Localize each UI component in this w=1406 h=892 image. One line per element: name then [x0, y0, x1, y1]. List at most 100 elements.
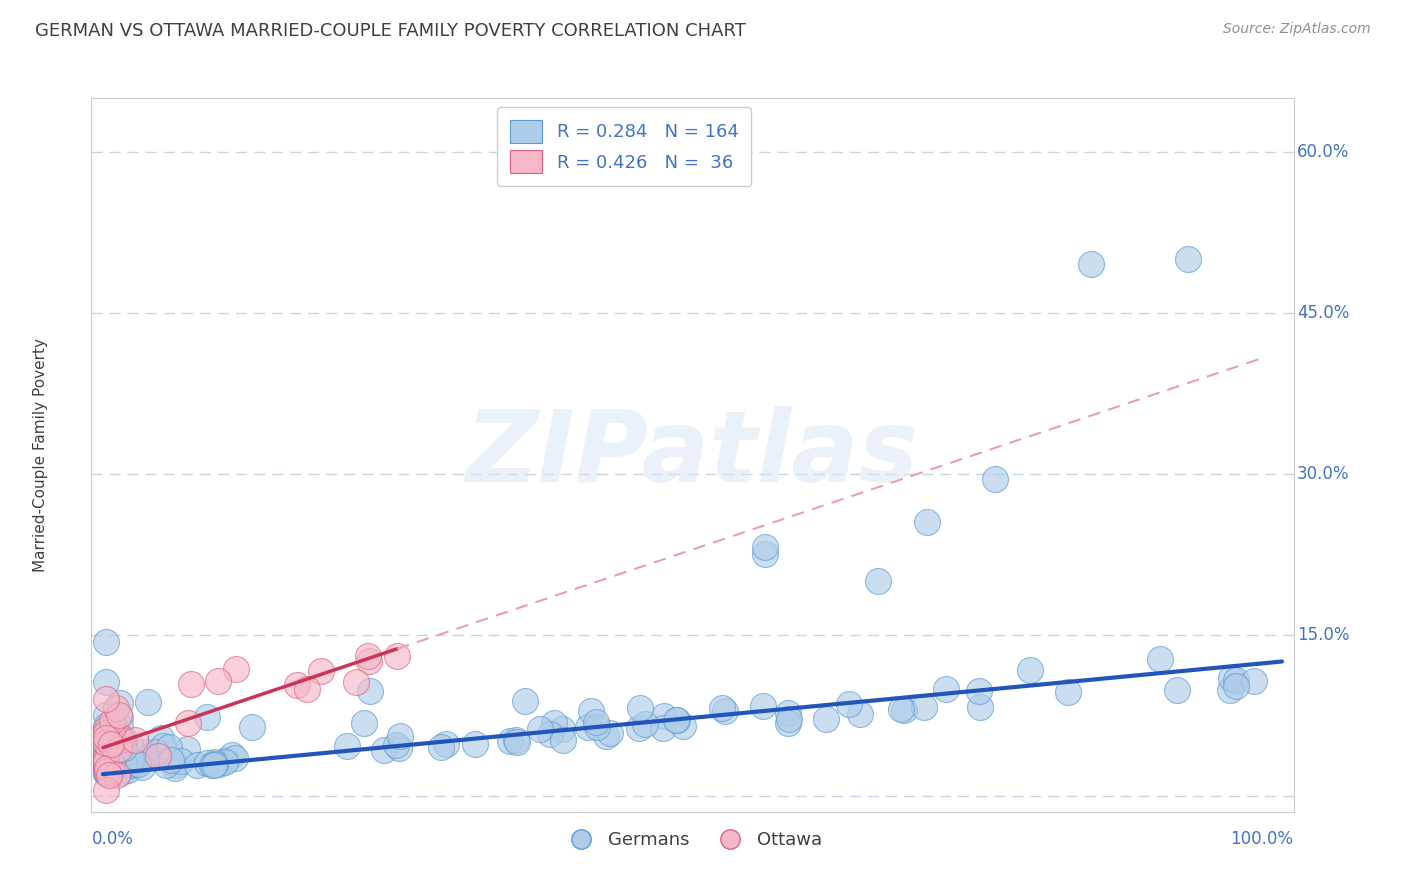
Point	[353, 715, 375, 730]
Point	[104, 718, 127, 732]
Point	[96, 761, 118, 775]
Point	[776, 706, 799, 721]
Point	[373, 743, 395, 757]
Point	[100, 751, 122, 765]
Point	[208, 757, 231, 772]
Point	[96, 764, 118, 779]
Point	[96, 756, 118, 770]
Point	[177, 715, 200, 730]
Point	[118, 737, 141, 751]
Point	[434, 737, 457, 751]
Point	[664, 713, 686, 727]
Point	[96, 762, 118, 776]
Point	[105, 768, 128, 782]
Point	[543, 715, 565, 730]
Point	[585, 720, 607, 734]
Point	[336, 739, 359, 753]
Point	[359, 684, 381, 698]
Point	[1080, 257, 1102, 271]
Point	[96, 766, 118, 780]
Point	[101, 726, 124, 740]
Point	[1225, 673, 1247, 688]
Point	[505, 734, 527, 748]
Point	[838, 698, 860, 712]
Point	[195, 710, 218, 724]
Point	[180, 676, 202, 690]
Point	[120, 753, 142, 767]
Point	[221, 747, 243, 762]
Point	[893, 703, 915, 717]
Point	[96, 739, 118, 754]
Point	[97, 752, 120, 766]
Point	[551, 732, 574, 747]
Point	[96, 746, 118, 760]
Point	[711, 701, 734, 715]
Point	[202, 757, 225, 772]
Point	[1219, 682, 1241, 697]
Point	[96, 723, 118, 738]
Point	[136, 695, 159, 709]
Point	[108, 752, 131, 766]
Point	[309, 665, 332, 679]
Point	[579, 705, 602, 719]
Point	[889, 701, 911, 715]
Point	[112, 740, 135, 755]
Point	[112, 735, 135, 749]
Point	[96, 751, 118, 765]
Point	[96, 723, 118, 737]
Point	[201, 757, 224, 772]
Point	[778, 712, 800, 726]
Text: 45.0%: 45.0%	[1298, 304, 1350, 322]
Point	[97, 731, 120, 746]
Point	[117, 758, 139, 772]
Point	[96, 762, 118, 776]
Point	[214, 755, 236, 769]
Point	[215, 753, 238, 767]
Point	[815, 713, 838, 727]
Point	[96, 719, 118, 733]
Point	[967, 683, 990, 698]
Point	[585, 714, 607, 729]
Point	[96, 726, 118, 740]
Point	[98, 760, 121, 774]
Text: 100.0%: 100.0%	[1230, 830, 1294, 847]
Point	[96, 707, 118, 722]
Point	[111, 753, 134, 767]
Point	[96, 747, 118, 762]
Point	[754, 547, 776, 561]
Point	[97, 755, 120, 769]
Text: ZIPatlas: ZIPatlas	[465, 407, 920, 503]
Point	[984, 472, 1007, 486]
Point	[117, 763, 139, 777]
Point	[388, 741, 411, 756]
Point	[1220, 671, 1243, 685]
Point	[297, 681, 319, 696]
Point	[110, 732, 132, 747]
Point	[103, 765, 125, 780]
Text: 0.0%: 0.0%	[91, 830, 134, 847]
Point	[97, 753, 120, 767]
Point	[195, 756, 218, 771]
Point	[96, 764, 118, 778]
Point	[110, 758, 132, 772]
Point	[285, 678, 308, 692]
Point	[97, 728, 120, 742]
Point	[96, 766, 118, 780]
Point	[634, 716, 657, 731]
Point	[595, 729, 617, 743]
Text: GERMAN VS OTTAWA MARRIED-COUPLE FAMILY POVERTY CORRELATION CHART: GERMAN VS OTTAWA MARRIED-COUPLE FAMILY P…	[35, 22, 747, 40]
Point	[96, 692, 118, 706]
Point	[714, 705, 737, 719]
Point	[344, 674, 367, 689]
Point	[108, 739, 131, 753]
Point	[96, 635, 118, 649]
Point	[754, 540, 776, 554]
Point	[1225, 679, 1247, 693]
Point	[96, 757, 118, 772]
Point	[124, 732, 146, 747]
Point	[150, 731, 173, 745]
Point	[464, 737, 486, 751]
Point	[628, 721, 651, 735]
Point	[97, 754, 120, 768]
Point	[145, 745, 167, 759]
